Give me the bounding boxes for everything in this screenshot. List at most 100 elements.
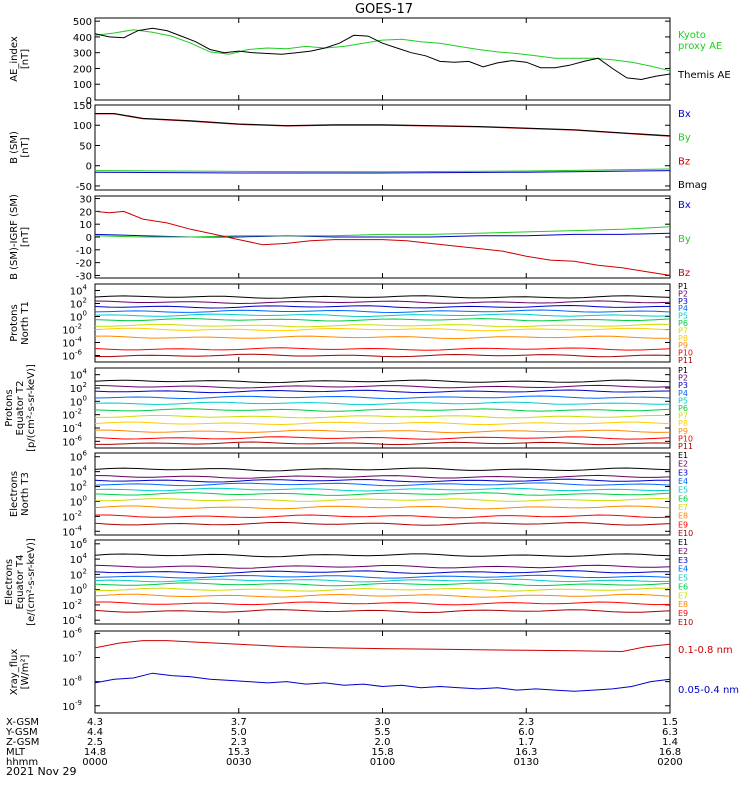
series-line-e2 xyxy=(94,474,671,479)
panel-frame xyxy=(94,367,671,449)
x-tick-value: 1.7 xyxy=(518,737,534,748)
x-tick-value: 16.3 xyxy=(515,747,537,758)
y-tick-label: -30 xyxy=(76,271,92,282)
series-line-e5 xyxy=(94,487,671,492)
y-tick-label: 10-2 xyxy=(62,323,82,337)
series-line-bx xyxy=(94,232,671,238)
panel-frame xyxy=(94,283,671,363)
y-axis-label: [p/(cm²-s-sr-keV)] xyxy=(26,364,37,452)
figure-title: GOES-17 xyxy=(355,2,413,17)
series-line-p9 xyxy=(95,335,671,340)
x-tick-value: 0130 xyxy=(514,757,539,768)
x-row-label: MLT xyxy=(6,747,26,758)
y-tick-label: 100 xyxy=(73,121,92,132)
y-tick-label: 20 xyxy=(79,207,92,218)
series-line-e2 xyxy=(94,564,671,569)
series-line-themis-ae xyxy=(94,27,671,81)
legend-label: P6 xyxy=(678,319,688,328)
legend-label: P4 xyxy=(678,389,688,398)
series-line-e4 xyxy=(94,482,671,487)
y-tick-label: 100 xyxy=(70,394,87,408)
x-tick-value: 4.4 xyxy=(87,727,103,738)
series-line-by xyxy=(94,168,671,173)
x-row-label: hhmm xyxy=(6,757,38,768)
legend-label: P9 xyxy=(678,341,688,350)
series-line-p5 xyxy=(94,401,671,406)
series-line-e7 xyxy=(94,587,671,592)
y-tick-label: 100 xyxy=(70,310,87,324)
series-line-0-1-0-8-nm xyxy=(94,640,671,653)
series-line-bz xyxy=(94,210,671,276)
y-tick-label: 104 xyxy=(70,465,88,479)
x-tick-value: 5.0 xyxy=(231,727,247,738)
y-tick-label: 104 xyxy=(70,284,88,298)
legend-label: P6 xyxy=(678,404,688,413)
y-axis-label: North T1 xyxy=(20,301,31,345)
x-tick-value: 0100 xyxy=(370,757,395,768)
y-axis-label: AE_index xyxy=(9,36,20,82)
legend-label: Themis AE xyxy=(677,70,731,81)
x-row-label: Y-GSM xyxy=(5,727,38,738)
y-tick-label: 100 xyxy=(73,80,92,91)
x-tick-value: 2.0 xyxy=(375,737,391,748)
y-tick-label: 10-4 xyxy=(62,336,82,350)
series-line-p10 xyxy=(94,347,671,351)
series-line-p6 xyxy=(94,408,671,412)
series-line-p8 xyxy=(94,421,671,426)
panel-xray: 10-6 10-7 10-8 10-9 Xray_flux [W/m²] 0.1-0.8 n… xyxy=(9,626,739,714)
y-tick-label: 400 xyxy=(73,33,92,44)
legend-label: 0.1-0.8 nm xyxy=(678,645,733,656)
series-line-e9 xyxy=(95,514,671,519)
x-tick-value: 3.0 xyxy=(375,717,391,728)
legend-label: E2 xyxy=(678,460,688,469)
series-line-p2 xyxy=(94,384,671,389)
panel-bsm: 150 100 50 0 -50 B (SM) [nT] Bx By Bz Bmag xyxy=(9,101,707,193)
series-line-p4 xyxy=(94,309,671,314)
legend-label: By xyxy=(678,133,691,144)
y-tick-label: 200 xyxy=(73,64,92,75)
x-tick-value: 6.0 xyxy=(518,727,534,738)
series-line-p11 xyxy=(95,441,671,446)
legend-label: P10 xyxy=(678,349,693,358)
series-line-p1 xyxy=(94,379,671,384)
legend-label: P7 xyxy=(678,412,688,421)
series-line-p8 xyxy=(94,327,671,332)
x-row-label: Z-GSM xyxy=(6,737,39,748)
legend-label: E8 xyxy=(678,512,688,521)
y-tick-label: 0 xyxy=(86,233,92,244)
y-tick-label: 102 xyxy=(70,381,87,395)
series-line-p7 xyxy=(95,323,671,328)
series-line-e4 xyxy=(94,574,671,579)
series-line-p1 xyxy=(94,295,671,299)
y-tick-label: 102 xyxy=(70,480,87,494)
legend-label: proxy AE xyxy=(678,41,722,52)
legend-label: E3 xyxy=(678,556,688,565)
y-tick-label: 300 xyxy=(73,49,92,60)
x-tick-value: 0030 xyxy=(226,757,251,768)
y-tick-label: -50 xyxy=(76,182,92,193)
series-line-e6 xyxy=(94,582,671,587)
y-tick-label: 10-4 xyxy=(62,421,82,435)
y-tick-label: 104 xyxy=(70,552,88,566)
y-tick-label: 10-4 xyxy=(62,524,82,538)
series-line-p3 xyxy=(94,389,671,394)
y-tick-label: 10-6 xyxy=(62,626,82,640)
legend-label: P1 xyxy=(678,366,688,375)
legend-label: P1 xyxy=(678,282,688,291)
y-tick-label: 104 xyxy=(70,368,88,382)
legend-label: P5 xyxy=(678,396,688,405)
legend-label: P7 xyxy=(678,326,688,335)
y-tick-label: 50 xyxy=(79,141,92,152)
x-tick-value: 4.3 xyxy=(87,717,103,728)
y-axis-label: Protons xyxy=(4,389,15,426)
y-axis-label: Electrons xyxy=(9,471,20,517)
series-line-e8 xyxy=(94,593,671,598)
legend-label: E9 xyxy=(678,520,688,529)
x-tick-value: 0000 xyxy=(82,757,107,768)
legend-label: E1 xyxy=(678,451,688,460)
